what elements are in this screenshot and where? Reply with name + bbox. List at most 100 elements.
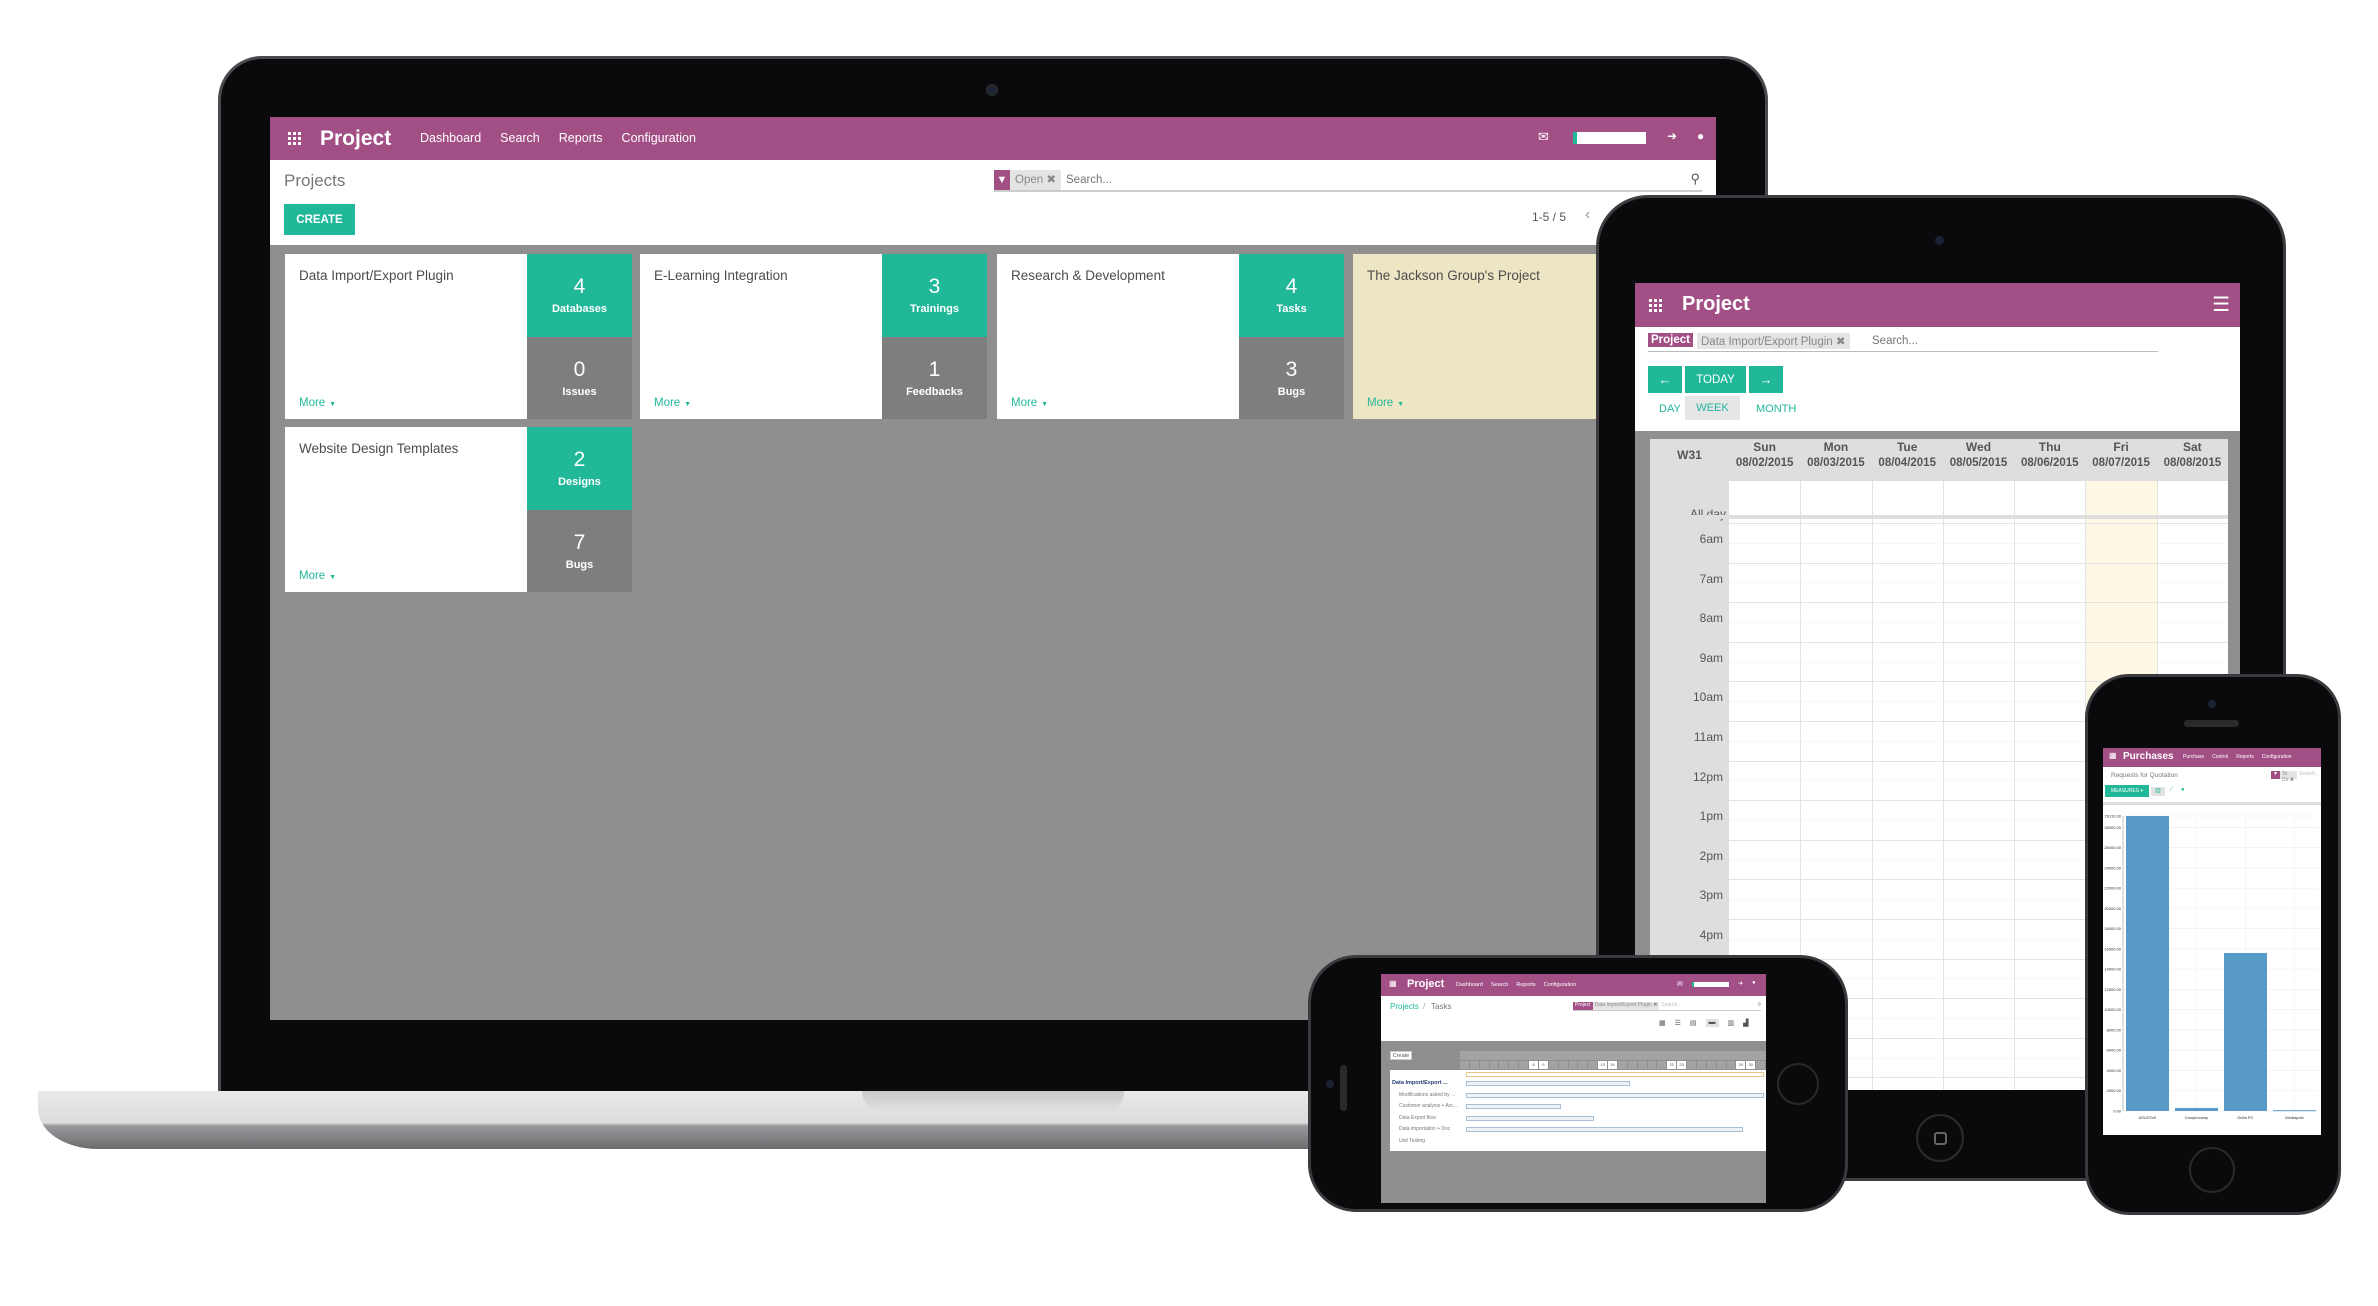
search-icon[interactable]: ⚲ [1757,1002,1761,1008]
menu-reports[interactable]: Reports [1516,982,1536,988]
project-card[interactable]: Website Design Templates More ▼ 2 Designs 7 B… [285,427,632,592]
breadcrumb-projects[interactable]: Projects [1390,1002,1419,1011]
project-name[interactable]: The Jackson Group's Project [1367,268,1540,283]
gantt-task-bar[interactable] [1466,1104,1562,1109]
project-name[interactable]: Research & Development [1011,268,1165,283]
gantt-task-label[interactable]: Data Export flow [1399,1114,1436,1121]
search-input[interactable] [1066,170,1666,190]
graph-view-icon[interactable]: ▟ [1743,1020,1749,1027]
apps-grid-icon[interactable]: ▦ [1389,979,1397,988]
more-dropdown[interactable]: More ▼ [299,397,337,409]
app-title[interactable]: Project [1682,293,1750,315]
project-card[interactable]: Research & Development More ▼ 4 Tasks 3 Bugs [997,254,1344,419]
gantt-task-bar[interactable] [1466,1127,1744,1132]
calendar-view-icon[interactable]: ▤ [1689,1020,1697,1027]
stat-databases[interactable]: 4 Databases [527,254,632,337]
gantt-day-cell [1637,1061,1647,1069]
search-input[interactable]: Search... [2298,771,2319,777]
gantt-task-label[interactable]: Unit Testing [1399,1137,1426,1144]
stat-feedbacks[interactable]: 1 Feedbacks [882,336,987,419]
stat-designs[interactable]: 2 Designs [527,427,632,510]
stat-bugs[interactable]: 7 Bugs [527,509,632,592]
more-dropdown[interactable]: More ▼ [299,570,337,582]
search-input[interactable] [1872,332,2152,350]
apps-grid-icon[interactable] [1649,299,1662,312]
menu-purchase[interactable]: Purchase [2183,754,2205,760]
tab-day[interactable]: DAY [1659,403,1681,415]
stat-tasks[interactable]: 4 Tasks [1239,254,1344,337]
menu-control[interactable]: Control [2212,754,2229,760]
mail-icon[interactable]: ✉ [1538,129,1549,144]
project-card[interactable]: Data Import/Export Plugin More ▼ 4 Database… [285,254,632,419]
search-facet[interactable]: Data Import/Export Plugin ✖ [1697,333,1850,349]
menu-reports[interactable]: Reports [2236,754,2254,760]
stat-bugs[interactable]: 3 Bugs [1239,336,1344,419]
sign-in-icon[interactable]: ➜ [1667,129,1678,143]
app-title[interactable]: Purchases [2123,751,2174,762]
sign-in-icon[interactable]: ➜ [1738,981,1744,987]
stat-trainings[interactable]: 3 Trainings [882,254,987,337]
stat-issues[interactable]: 0 Issues [527,336,632,419]
search-bar[interactable]: ▼ Open ✖ ⚲ [994,170,1702,192]
x-tick-label: ASUSTeK [2139,1115,2157,1120]
bar-chart-icon[interactable]: ▥ [2151,787,2165,796]
hamburger-menu-icon[interactable]: ☰ [2212,294,2230,316]
search-facet[interactable]: Open ✖ [1010,170,1061,190]
mail-icon[interactable]: ✉ [1677,981,1683,988]
menu-dashboard[interactable]: Dashboard [420,131,482,145]
gantt-task-label[interactable]: Modifications asked by ... [1399,1091,1456,1098]
tab-week[interactable]: WEEK [1685,396,1740,420]
search-facet[interactable]: To Do ✖ [2279,771,2297,783]
tab-month[interactable]: MONTH [1756,403,1797,415]
list-view-icon[interactable]: ☰ [1674,1020,1681,1027]
search-bar[interactable]: Project Data Import/Export Plugin ✖ Sear… [1573,1002,1761,1011]
gantt-task-label[interactable]: Customer analysis + Arc... [1399,1103,1458,1109]
search-facet[interactable]: Data Import/Export Plugin ✖ [1592,1002,1660,1010]
user-progress-bar[interactable] [1573,132,1646,144]
search-bar[interactable]: ▼ To Do ✖ Search... [2271,771,2321,783]
chat-icon[interactable]: ● [1697,129,1705,143]
project-card[interactable]: E-Learning Integration More ▼ 3 Trainings 1 F… [640,254,987,419]
more-dropdown[interactable]: More ▼ [1367,397,1405,409]
menu-configuration[interactable]: Configuration [2261,754,2292,760]
app-title[interactable]: Project [320,127,392,150]
create-button[interactable]: Create [1390,1051,1412,1060]
gantt-task-bar[interactable] [1466,1092,1764,1098]
gantt-task-bar[interactable] [1466,1115,1595,1121]
project-name[interactable]: Website Design Templates [299,441,459,456]
facet-remove-icon[interactable]: ✖ [1835,336,1846,348]
search-icon[interactable]: ⚲ [1690,171,1700,186]
apps-grid-icon[interactable]: ▦ [2109,751,2117,760]
line-chart-icon[interactable]: ⟋ [2169,787,2174,793]
search-input[interactable]: Search... [1661,1002,1682,1008]
measures-button[interactable]: MEASURES ▾ [2105,785,2149,797]
gantt-task-bar[interactable] [1466,1081,1630,1086]
facet-remove-icon[interactable]: ✖ [1046,174,1056,186]
app-title[interactable]: Project [1407,978,1445,990]
menu-search[interactable]: Search [500,131,540,145]
menu-configuration[interactable]: Configuration [621,131,696,145]
more-dropdown[interactable]: More ▼ [654,397,692,409]
project-name[interactable]: E-Learning Integration [654,268,788,283]
chevron-left-icon[interactable]: ‹ [1585,206,1591,223]
menu-configuration[interactable]: Configuration [1543,982,1577,988]
apps-grid-icon[interactable] [288,132,301,145]
pivot-view-icon[interactable]: ▥ [1727,1020,1735,1027]
more-dropdown[interactable]: More ▼ [1011,397,1049,409]
create-button[interactable]: CREATE [284,204,355,235]
previous-button[interactable]: ← [1648,366,1682,393]
menu-dashboard[interactable]: Dashboard [1456,982,1483,988]
next-button[interactable]: → [1749,366,1783,393]
gantt-group-label[interactable]: Data Import/Export ... [1392,1080,1448,1086]
chat-icon[interactable]: ● [1752,980,1756,986]
kanban-view-icon[interactable]: ▦ [1659,1020,1666,1027]
search-bar[interactable]: Project Data Import/Export Plugin ✖ [1648,332,2158,352]
menu-search[interactable]: Search [1490,982,1509,988]
pie-chart-icon[interactable]: ● [2181,787,2185,793]
gantt-view-icon[interactable]: ▬ [1705,1019,1719,1027]
gantt-task-label[interactable]: Data importation + Doc [1399,1126,1451,1132]
today-button[interactable]: TODAY [1685,366,1746,393]
user-progress-bar[interactable] [1692,982,1729,987]
menu-reports[interactable]: Reports [558,131,603,145]
project-name[interactable]: Data Import/Export Plugin [299,268,454,283]
